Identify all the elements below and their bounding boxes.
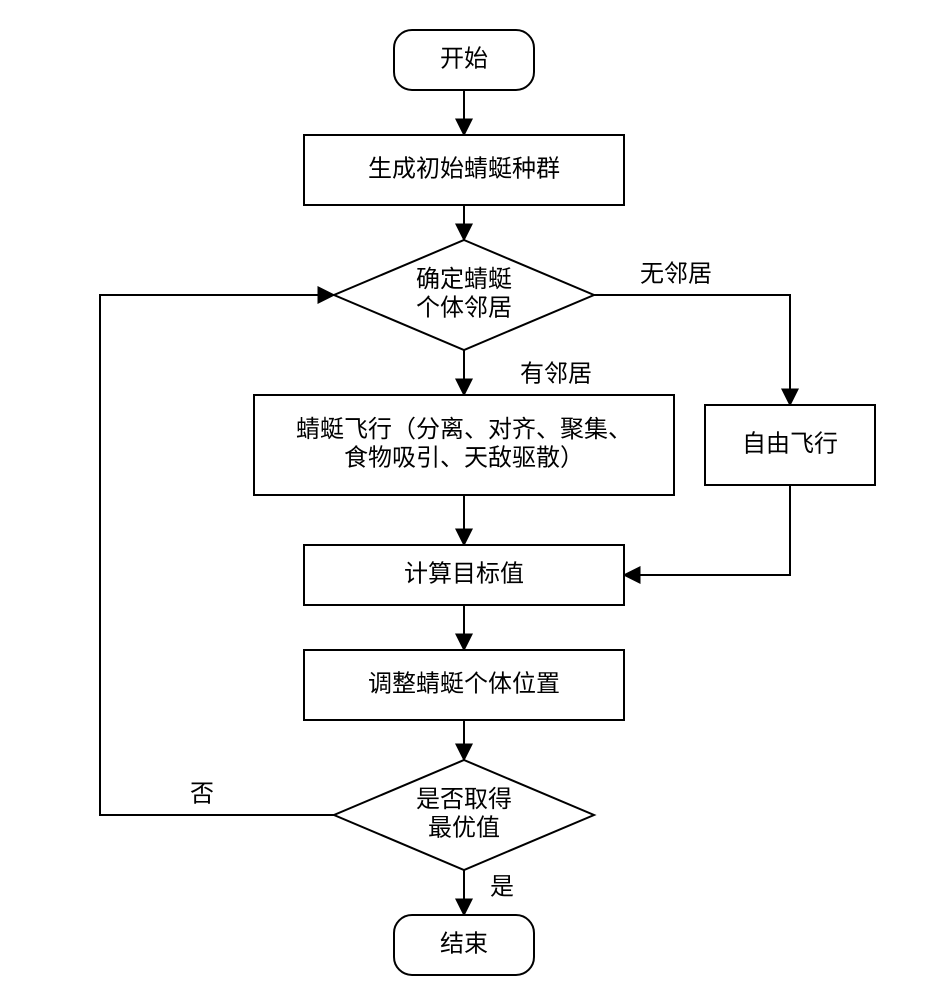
node-adjust-line-0: 调整蜻蜓个体位置 [368,670,560,697]
node-start-line-0: 开始 [440,45,488,72]
node-init: 生成初始蜻蜓种群 [304,135,624,205]
edge-label-9: 否 [190,780,214,807]
node-end: 结束 [394,915,534,975]
edge-label-2: 有邻居 [520,360,592,387]
node-fly-line-1: 食物吸引、天敌驱散） [344,445,584,472]
node-opt-line-1: 最优值 [428,815,500,842]
edge-label-3: 无邻居 [640,260,712,287]
flowchart: 开始生成初始蜻蜓种群确定蜻蜓个体邻居蜻蜓飞行（分离、对齐、聚集、食物吸引、天敌驱… [0,0,928,1000]
node-calc: 计算目标值 [304,545,624,605]
node-start: 开始 [394,30,534,90]
node-free-line-0: 自由飞行 [742,430,838,457]
node-neigh-line-1: 个体邻居 [416,295,512,322]
edge-label-8: 是 [490,873,514,900]
node-free: 自由飞行 [705,405,875,485]
node-opt-line-0: 是否取得 [416,786,512,813]
node-calc-line-0: 计算目标值 [404,560,524,587]
node-opt: 是否取得最优值 [334,760,594,870]
node-init-line-0: 生成初始蜻蜓种群 [368,155,560,182]
node-fly-line-0: 蜻蜓飞行（分离、对齐、聚集、 [296,416,632,443]
node-adjust: 调整蜻蜓个体位置 [304,650,624,720]
edge-neigh-free-3 [594,295,790,405]
edge-opt-neigh-9 [100,295,334,815]
node-neigh-line-0: 确定蜻蜓 [416,266,512,293]
node-neigh: 确定蜻蜓个体邻居 [334,240,594,350]
node-fly: 蜻蜓飞行（分离、对齐、聚集、食物吸引、天敌驱散） [254,395,674,495]
edge-free-calc-5 [624,485,790,575]
node-end-line-0: 结束 [440,930,488,957]
